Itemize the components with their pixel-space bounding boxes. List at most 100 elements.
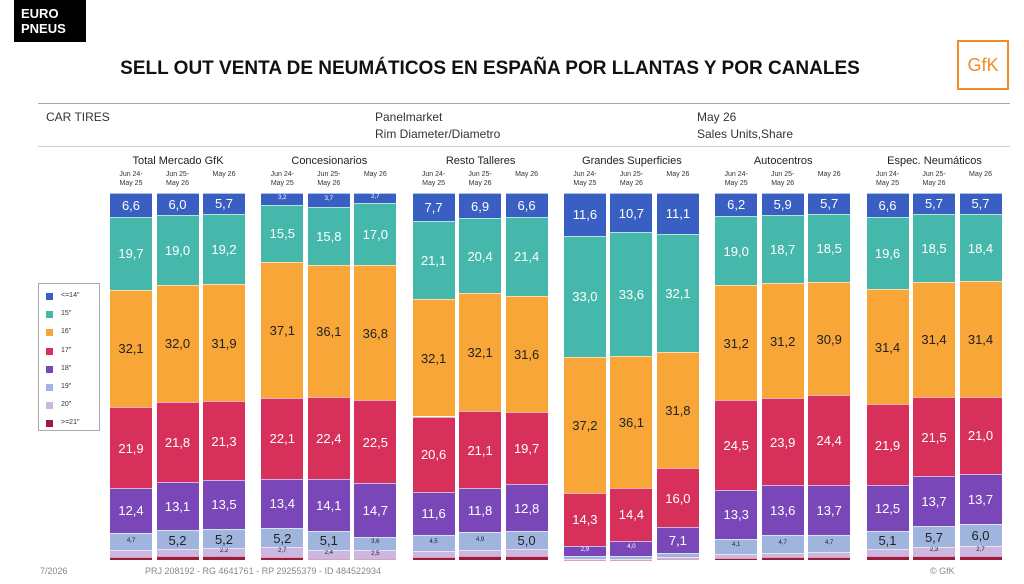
bar-segment xyxy=(913,397,955,476)
header-rule xyxy=(38,103,1010,104)
data-label: 31,8 xyxy=(665,402,691,418)
bar-segment xyxy=(354,482,397,537)
group-title: Total Mercado GfK xyxy=(132,155,224,167)
bar-segment xyxy=(354,202,397,266)
data-label: 5,2 xyxy=(214,531,234,547)
legend-label: 18" xyxy=(61,364,72,372)
bar-segment xyxy=(261,193,304,205)
bar-segment xyxy=(761,397,804,486)
bar-segment xyxy=(959,473,1002,525)
bar-segment xyxy=(913,213,955,282)
bar-segment xyxy=(610,540,653,556)
bar-segment xyxy=(715,193,758,216)
bar-segment xyxy=(354,550,397,560)
data-label: 14,3 xyxy=(572,512,598,528)
group-title: Concesionarios xyxy=(291,155,368,167)
bar-segment xyxy=(459,549,502,557)
data-label: 5,7 xyxy=(214,196,234,212)
bar-segment xyxy=(412,551,455,558)
bar-segment xyxy=(412,492,455,535)
slide-title: SELL OUT VENTA DE NEUMÁTICOS EN ESPAÑA P… xyxy=(120,58,860,79)
legend-label: 20" xyxy=(61,401,72,409)
data-label: 10,7 xyxy=(618,205,645,221)
bar-segment xyxy=(656,526,699,554)
data-label: 12,4 xyxy=(118,503,144,519)
data-label: 11,8 xyxy=(467,503,493,519)
legend-swatch xyxy=(46,384,53,391)
bar-segment xyxy=(610,355,653,489)
bar-segment xyxy=(866,549,909,557)
data-label: 13,1 xyxy=(164,499,191,515)
data-label: 4,0 xyxy=(627,544,636,551)
bar-segment xyxy=(866,289,909,405)
data-label: 7,1 xyxy=(668,532,687,548)
data-label: 15,5 xyxy=(269,226,295,242)
bar-segment xyxy=(656,468,699,527)
data-label: 13,7 xyxy=(921,494,947,510)
data-label: 37,1 xyxy=(269,322,295,338)
bar-segment xyxy=(656,351,699,469)
data-label: 32,0 xyxy=(164,336,191,352)
data-label: 5,0 xyxy=(517,533,536,549)
data-label: 11,6 xyxy=(421,506,446,522)
bar-segment xyxy=(505,556,548,560)
data-label: 6,6 xyxy=(517,198,536,214)
x-tick-label: Jun 25- May 26 xyxy=(165,171,190,187)
data-label: 22,1 xyxy=(269,431,295,447)
data-label: 2,4 xyxy=(324,550,333,557)
bar-segment xyxy=(203,284,245,402)
data-label: 31,4 xyxy=(967,332,994,348)
bar-segment xyxy=(808,484,851,536)
bar-segment xyxy=(307,558,350,560)
bar-segment xyxy=(203,213,245,285)
bar-segment xyxy=(808,557,851,560)
legend-label: >=21" xyxy=(61,419,80,427)
bar-segment xyxy=(913,193,955,214)
bar-segment xyxy=(866,217,909,290)
data-label: 4,7 xyxy=(825,539,834,546)
data-label: 13,7 xyxy=(967,491,994,507)
bar-segment xyxy=(761,283,804,398)
data-label: 2,3 xyxy=(929,547,939,554)
bar-segment xyxy=(913,526,955,548)
data-label: 19,0 xyxy=(164,242,191,258)
data-label: 36,1 xyxy=(618,414,645,430)
bar-segment xyxy=(156,402,199,483)
bar-segment xyxy=(656,193,699,234)
data-label: 2,2 xyxy=(219,548,229,555)
bar-segment xyxy=(459,531,502,550)
bar-segment xyxy=(715,285,758,400)
bar-segment xyxy=(459,293,502,411)
data-label: 33,6 xyxy=(618,286,645,302)
bar-segment xyxy=(610,559,653,561)
bar-segment xyxy=(563,493,606,546)
bar-segment xyxy=(959,281,1002,397)
bar-segment xyxy=(307,479,350,531)
x-tick-label: Jun 25- May 26 xyxy=(619,171,644,187)
data-label: 13,5 xyxy=(211,497,237,513)
bar-segment xyxy=(959,546,1002,556)
bar-segment xyxy=(110,487,152,534)
data-label: 18,7 xyxy=(770,241,796,257)
bar-segment xyxy=(261,547,304,558)
data-label: 6,2 xyxy=(727,197,746,213)
data-label: 5,7 xyxy=(924,196,944,212)
bar-segment xyxy=(715,399,758,490)
bar-segment xyxy=(261,397,304,479)
bar-segment xyxy=(505,411,548,485)
bar-segment xyxy=(110,556,152,560)
data-label: 2,7 xyxy=(278,548,287,555)
bar-segment xyxy=(505,193,548,218)
x-tick-label: Jun 25- May 26 xyxy=(317,171,341,187)
data-label: 32,1 xyxy=(420,350,447,366)
data-label: 21,9 xyxy=(874,437,901,453)
data-label: 31,6 xyxy=(513,346,540,362)
bar-segment xyxy=(761,214,804,284)
x-tick-label: May 26 xyxy=(666,171,690,178)
bar-segment xyxy=(715,553,758,558)
data-label: 18,5 xyxy=(816,240,842,256)
bar-segment xyxy=(412,193,455,222)
data-label: 3,2 xyxy=(278,194,287,201)
x-tick-label: Jun 24- May 25 xyxy=(875,171,900,187)
data-label: 20,4 xyxy=(467,248,493,264)
